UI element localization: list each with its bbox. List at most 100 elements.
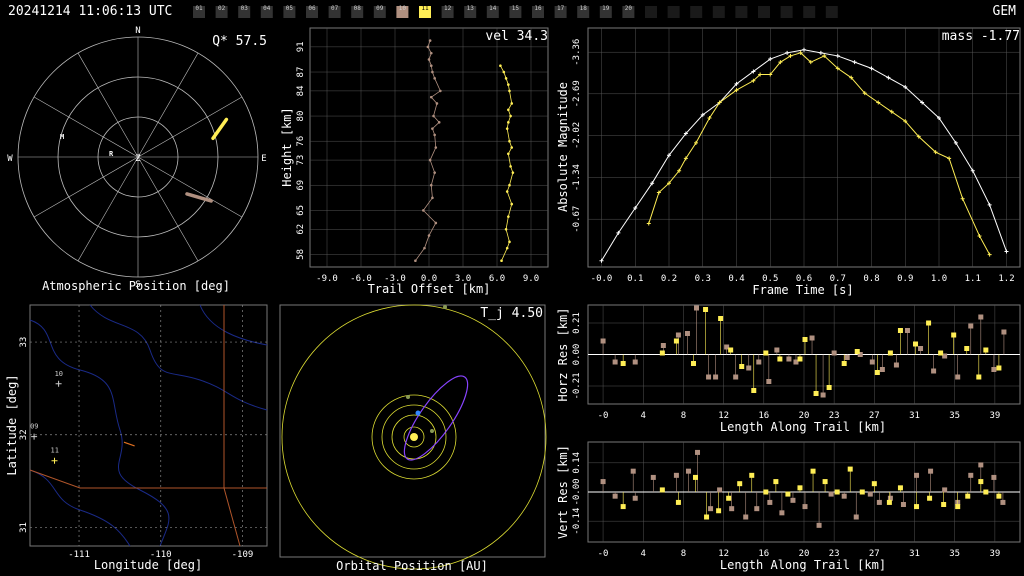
frame-cell-5[interactable]: [283, 6, 296, 18]
frame-cell-8[interactable]: [351, 6, 364, 18]
data-point: [767, 499, 773, 505]
y-tick-label: -1.34: [572, 164, 582, 191]
frame-cell-11[interactable]: [419, 6, 431, 18]
data-point: [876, 499, 882, 505]
data-point: [718, 316, 724, 321]
shower-code: GEM: [992, 4, 1016, 19]
frame-cell-3[interactable]: [238, 6, 251, 18]
frame-label: 12: [444, 5, 452, 12]
data-point: [429, 95, 433, 99]
data-point: [729, 506, 735, 512]
frame-cell-29[interactable]: [825, 6, 838, 18]
data-point: [802, 504, 808, 510]
frame-cell-25[interactable]: [735, 6, 748, 18]
data-point: [867, 491, 873, 497]
frame-cell-13[interactable]: [464, 6, 477, 18]
river-line: [89, 304, 268, 411]
data-point: [802, 337, 808, 342]
data-point: [685, 468, 691, 474]
frame-label: 04: [263, 5, 271, 12]
x-tick-label: 31: [909, 549, 920, 559]
frame-cell-18[interactable]: [577, 6, 590, 18]
data-point: [978, 479, 984, 485]
data-point: [429, 64, 433, 68]
data-point: [726, 495, 732, 501]
frame-cell-26[interactable]: [758, 6, 770, 18]
y-tick-label: 87: [296, 67, 306, 78]
data-point: [427, 58, 431, 61]
y-axis-label: Absolute Magnitude: [556, 82, 570, 212]
y-tick-label: 91: [296, 41, 306, 52]
data-point: [508, 89, 511, 93]
data-point: [773, 479, 779, 485]
azimuth-spoke: [77, 156, 139, 262]
frame-cell-20[interactable]: [622, 6, 635, 18]
x-tick-label: 35: [949, 411, 960, 421]
y-tick-label: 31: [19, 522, 29, 533]
frame-cell-22[interactable]: [667, 6, 680, 18]
data-point: [756, 359, 762, 365]
azimuth-spoke: [33, 156, 139, 218]
frame-label: 11: [421, 5, 429, 12]
data-point: [439, 89, 442, 93]
frame-cell-1[interactable]: [193, 6, 205, 18]
data-point: [844, 355, 850, 360]
data-point: [976, 374, 982, 380]
data-point: [983, 489, 989, 495]
frame-cell-27[interactable]: [780, 6, 793, 18]
frame-cell-28[interactable]: [803, 6, 816, 18]
x-tick-label: 0.6: [796, 274, 812, 284]
data-point: [659, 350, 665, 356]
x-tick-label: 0.4: [728, 274, 744, 284]
y-tick-label: 73: [296, 155, 306, 166]
frame-cell-17[interactable]: [554, 6, 567, 18]
frame-cell-16[interactable]: [532, 6, 544, 18]
data-point: [706, 374, 712, 380]
frame-cell-12[interactable]: [441, 6, 454, 18]
data-point: [505, 127, 509, 130]
data-point: [820, 392, 826, 398]
q-star-annotation: Q* 57.5: [212, 34, 267, 49]
data-point: [859, 489, 865, 495]
data-point: [862, 91, 867, 96]
y-tick-label: -2.02: [572, 122, 582, 149]
data-point: [599, 258, 604, 263]
data-point: [768, 57, 773, 62]
data-point: [965, 493, 971, 499]
frame-cell-10[interactable]: [396, 6, 409, 18]
planet-marker: [430, 429, 434, 433]
x-tick-label: -6.0: [350, 274, 372, 284]
frame-cell-7[interactable]: [328, 6, 341, 18]
data-point: [996, 493, 1002, 499]
frame-cell-2[interactable]: [215, 6, 228, 18]
meteoroid-orbit: [403, 375, 469, 461]
frame-cell-24[interactable]: [712, 6, 725, 18]
data-point: [508, 240, 511, 244]
data-point: [871, 481, 877, 487]
frame-label: 17: [557, 5, 565, 12]
data-point: [987, 252, 992, 257]
x-tick-label: 0.9: [897, 274, 913, 284]
data-point: [509, 114, 512, 118]
frame-cell-6[interactable]: [306, 6, 318, 18]
frame-cell-23[interactable]: [690, 6, 703, 18]
data-point: [620, 504, 626, 510]
data-point: [964, 346, 970, 351]
data-point: [751, 388, 757, 393]
data-point: [835, 66, 840, 71]
data-point: [600, 479, 606, 485]
direction-label: W: [7, 154, 13, 164]
x-tick-label: 0.0: [421, 274, 437, 284]
mass-annotation: mass -1.77: [942, 29, 1020, 44]
frame-cell-9[interactable]: [373, 6, 386, 18]
frame-cell-19[interactable]: [599, 6, 612, 18]
frame-strip[interactable]: 01 02 03 04 05 06 07 08 09 10 11 12 13 14 15 16 17 18 19 20: [0, 0, 1024, 24]
data-point: [717, 100, 722, 105]
frame-cell-14[interactable]: [486, 6, 499, 18]
frame-cell-15[interactable]: [509, 6, 522, 18]
frame-label: 06: [308, 5, 316, 12]
frame-cell-4[interactable]: [260, 6, 273, 18]
frame-cell-21[interactable]: [645, 6, 657, 18]
data-point: [983, 347, 989, 353]
